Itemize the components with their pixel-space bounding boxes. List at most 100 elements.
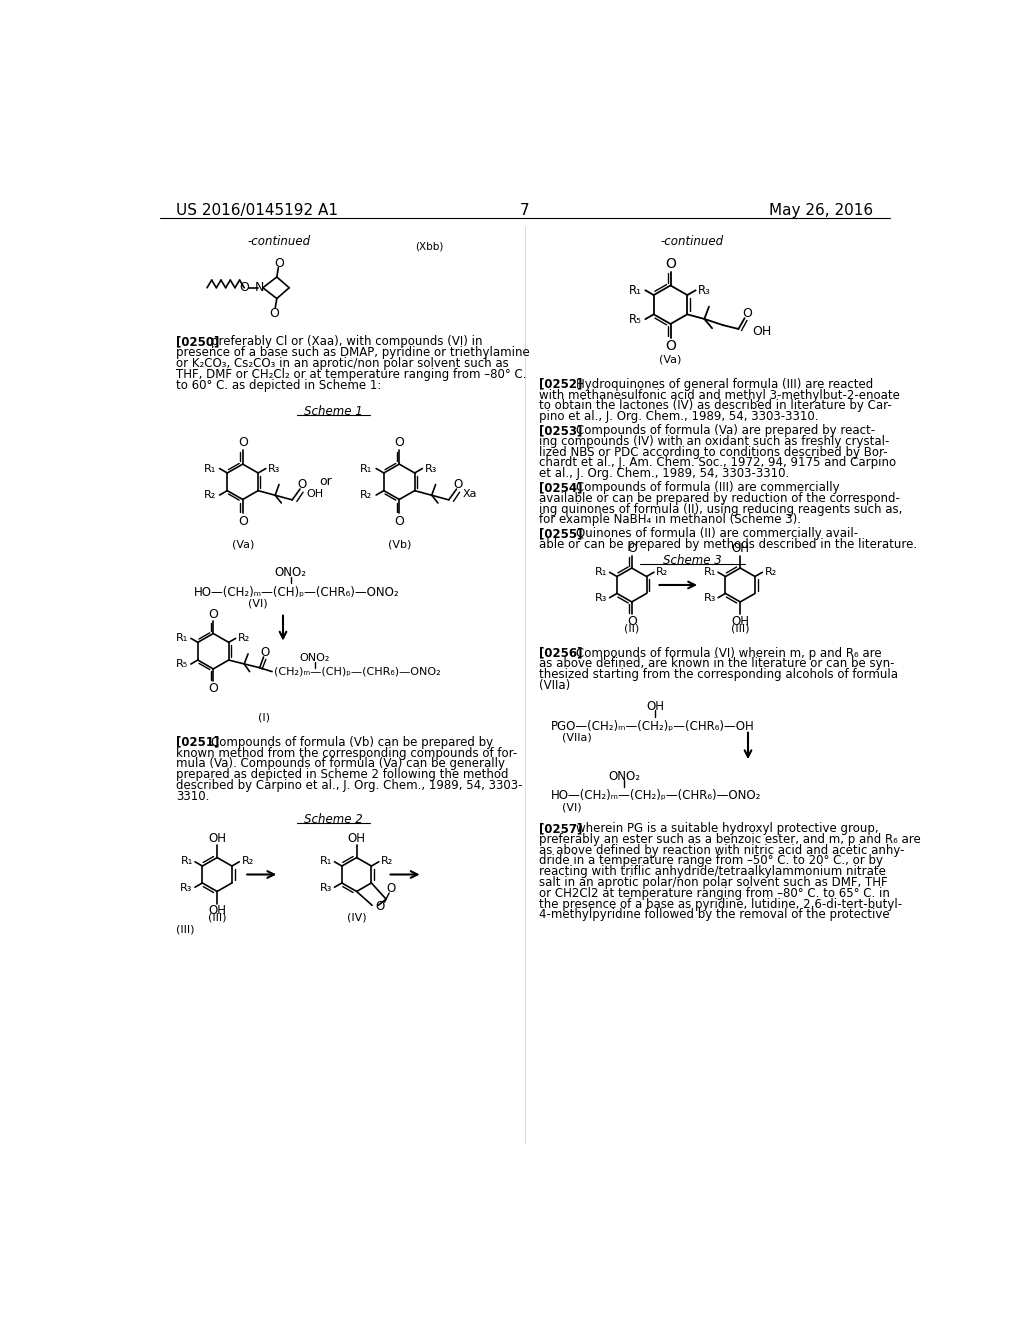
Text: O: O <box>665 257 676 271</box>
Text: ing compounds (IV) with an oxidant such as freshly crystal-: ing compounds (IV) with an oxidant such … <box>539 434 889 447</box>
Text: R₁: R₁ <box>595 566 607 577</box>
Text: R₁: R₁ <box>180 857 193 866</box>
Text: wherein PG is a suitable hydroxyl protective group,: wherein PG is a suitable hydroxyl protec… <box>575 822 879 836</box>
Text: R₃: R₃ <box>698 284 711 297</box>
Text: OH: OH <box>347 832 366 845</box>
Text: (VIIa): (VIIa) <box>562 733 592 743</box>
Text: -continued: -continued <box>660 235 724 248</box>
Text: 7: 7 <box>520 203 529 218</box>
Text: O: O <box>208 607 218 620</box>
Text: Scheme 1: Scheme 1 <box>304 405 362 418</box>
Text: R₃: R₃ <box>703 593 716 603</box>
Text: with methanesulfonic acid and methyl 3-methylbut-2-enoate: with methanesulfonic acid and methyl 3-m… <box>539 388 900 401</box>
Text: R₅: R₅ <box>630 313 642 326</box>
Text: OH: OH <box>753 325 772 338</box>
Text: R₃: R₃ <box>425 463 437 474</box>
Text: O: O <box>394 436 404 449</box>
Text: ing quinones of formula (II), using reducing reagents such as,: ing quinones of formula (II), using redu… <box>539 503 902 516</box>
Text: O: O <box>238 436 248 449</box>
Text: O: O <box>208 681 218 694</box>
Text: R₁: R₁ <box>703 566 716 577</box>
Text: lized NBS or PDC according to conditions described by Bor-: lized NBS or PDC according to conditions… <box>539 446 888 458</box>
Text: (VIIa): (VIIa) <box>539 678 570 692</box>
Text: O: O <box>627 543 637 556</box>
Text: R₂: R₂ <box>765 566 777 577</box>
Text: (III): (III) <box>208 913 226 923</box>
Text: R₁: R₁ <box>629 284 642 297</box>
Text: Scheme 3: Scheme 3 <box>663 554 722 568</box>
Text: [0257]: [0257] <box>539 822 582 836</box>
Text: OH: OH <box>208 832 226 845</box>
Text: the presence of a base as pyridine, lutidine, 2,6-di-tert-butyl-: the presence of a base as pyridine, luti… <box>539 898 902 911</box>
Text: R₂: R₂ <box>381 857 393 866</box>
Text: or CH2Cl2 at temperature ranging from –80° C. to 65° C. in: or CH2Cl2 at temperature ranging from –8… <box>539 887 890 900</box>
Text: N: N <box>255 281 264 294</box>
Text: R₃: R₃ <box>595 593 607 603</box>
Text: pino et al., J. Org. Chem., 1989, 54, 3303-3310.: pino et al., J. Org. Chem., 1989, 54, 33… <box>539 411 818 424</box>
Text: (Vb): (Vb) <box>387 540 411 549</box>
Text: Quinones of formula (II) are commercially avail-: Quinones of formula (II) are commerciall… <box>575 527 858 540</box>
Text: dride in a temperature range from –50° C. to 20° C., or by: dride in a temperature range from –50° C… <box>539 854 883 867</box>
Text: Scheme 2: Scheme 2 <box>304 813 362 826</box>
Text: presence of a base such as DMAP, pyridine or triethylamine: presence of a base such as DMAP, pyridin… <box>176 346 529 359</box>
Text: R₂: R₂ <box>360 490 373 500</box>
Text: R₂: R₂ <box>656 566 669 577</box>
Text: R₂: R₂ <box>242 857 254 866</box>
Text: O: O <box>240 281 249 294</box>
Text: 3310.: 3310. <box>176 789 210 803</box>
Text: [0256]: [0256] <box>539 647 583 660</box>
Text: Compounds of formula (Va) are prepared by react-: Compounds of formula (Va) are prepared b… <box>575 424 876 437</box>
Text: [0253]: [0253] <box>539 424 582 437</box>
Text: preferably an ester such as a benzoic ester, and m, p and R₆ are: preferably an ester such as a benzoic es… <box>539 833 921 846</box>
Text: O: O <box>238 515 248 528</box>
Text: PGO—(CH₂)ₘ—(CH₂)ₚ—(CHR₆)—OH: PGO—(CH₂)ₘ—(CH₂)ₚ—(CHR₆)—OH <box>550 719 754 733</box>
Text: O: O <box>375 900 384 913</box>
Text: OH: OH <box>731 615 750 628</box>
Text: O: O <box>297 478 306 491</box>
Text: preferably Cl or (Xaa), with compounds (VI) in: preferably Cl or (Xaa), with compounds (… <box>211 335 482 348</box>
Text: R₁: R₁ <box>360 463 373 474</box>
Text: as above defined, are known in the literature or can be syn-: as above defined, are known in the liter… <box>539 657 894 671</box>
Text: O: O <box>386 882 395 895</box>
Text: (Va): (Va) <box>659 355 682 364</box>
Text: R₅: R₅ <box>176 660 187 669</box>
Text: OH: OH <box>306 488 324 499</box>
Text: R₂: R₂ <box>204 490 216 500</box>
Text: R₁: R₁ <box>319 857 332 866</box>
Text: to 60° C. as depicted in Scheme 1:: to 60° C. as depicted in Scheme 1: <box>176 379 381 392</box>
Text: 4-methylpyridine followed by the removal of the protective: 4-methylpyridine followed by the removal… <box>539 908 890 921</box>
Text: able or can be prepared by methods described in the literature.: able or can be prepared by methods descr… <box>539 539 916 550</box>
Text: R₁: R₁ <box>204 463 216 474</box>
Text: or: or <box>319 475 332 488</box>
Text: -continued: -continued <box>248 235 310 248</box>
Text: HO—(CH₂)ₘ—(CH)ₚ—(CHR₆)—ONO₂: HO—(CH₂)ₘ—(CH)ₚ—(CHR₆)—ONO₂ <box>194 586 399 599</box>
Text: (CH₂)ₘ—(CH)ₚ—(CHR₆)—ONO₂: (CH₂)ₘ—(CH)ₚ—(CHR₆)—ONO₂ <box>273 667 440 677</box>
Text: thesized starting from the corresponding alcohols of formula: thesized starting from the corresponding… <box>539 668 898 681</box>
Text: chardt et al., J. Am. Chem. Soc., 1972, 94, 9175 and Carpino: chardt et al., J. Am. Chem. Soc., 1972, … <box>539 457 896 470</box>
Text: OH: OH <box>646 701 664 714</box>
Text: [0250]: [0250] <box>176 335 219 348</box>
Text: available or can be prepared by reduction of the correspond-: available or can be prepared by reductio… <box>539 492 900 504</box>
Text: prepared as depicted in Scheme 2 following the method: prepared as depicted in Scheme 2 followi… <box>176 768 509 781</box>
Text: R₃: R₃ <box>319 883 332 892</box>
Text: R₃: R₃ <box>268 463 281 474</box>
Text: [0255]: [0255] <box>539 527 583 540</box>
Text: O: O <box>454 478 463 491</box>
Text: (I): (I) <box>258 713 269 723</box>
Text: O: O <box>627 615 637 628</box>
Text: or K₂CO₃, Cs₂CO₃ in an aprotic/non polar solvent such as: or K₂CO₃, Cs₂CO₃ in an aprotic/non polar… <box>176 358 509 370</box>
Text: Compounds of formula (VI) wherein m, p and R₆ are: Compounds of formula (VI) wherein m, p a… <box>575 647 882 660</box>
Text: THF, DMF or CH₂Cl₂ or at temperature ranging from –80° C.: THF, DMF or CH₂Cl₂ or at temperature ran… <box>176 368 526 381</box>
Text: May 26, 2016: May 26, 2016 <box>769 203 873 218</box>
Text: salt in an aprotic polar/non polar solvent such as DMF, THF: salt in an aprotic polar/non polar solve… <box>539 876 888 890</box>
Text: (IV): (IV) <box>347 913 367 923</box>
Text: O: O <box>269 308 280 321</box>
Text: O: O <box>274 256 284 269</box>
Text: (VI): (VI) <box>248 599 267 609</box>
Text: reacting with triflic anhydride/tetraalkylammonium nitrate: reacting with triflic anhydride/tetraalk… <box>539 866 886 878</box>
Text: (II): (II) <box>624 623 639 634</box>
Text: for example NaBH₄ in methanol (Scheme 3).: for example NaBH₄ in methanol (Scheme 3)… <box>539 513 801 527</box>
Text: OH: OH <box>731 543 750 556</box>
Text: O: O <box>742 308 752 319</box>
Text: O: O <box>394 515 404 528</box>
